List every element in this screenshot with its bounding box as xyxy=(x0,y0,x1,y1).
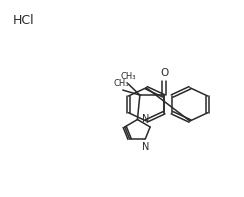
Text: N: N xyxy=(142,142,150,152)
Text: O: O xyxy=(160,68,168,78)
Text: CH₃: CH₃ xyxy=(114,79,129,88)
Text: N: N xyxy=(142,114,149,124)
Text: HCl: HCl xyxy=(13,14,34,27)
Text: CH₃: CH₃ xyxy=(120,72,136,82)
